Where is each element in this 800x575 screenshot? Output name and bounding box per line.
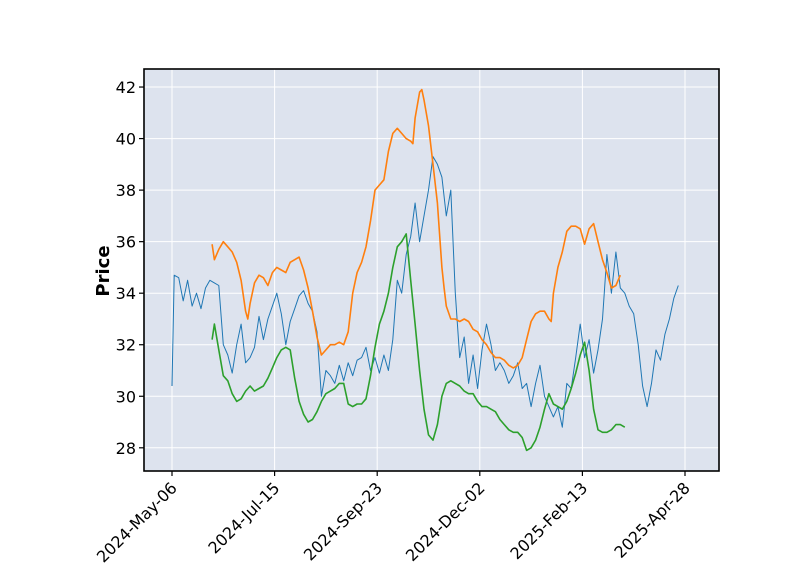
y-tick-label: 42 xyxy=(116,78,136,97)
series-line-3 xyxy=(211,233,626,452)
y-tick-label: 34 xyxy=(116,284,136,303)
x-tick-label: 2024-Jul-15 xyxy=(204,478,283,557)
x-tick-label: 2025-Apr-28 xyxy=(610,478,693,561)
plot-background xyxy=(144,69,719,471)
plot-frame xyxy=(143,68,720,472)
series-line-2 xyxy=(211,88,622,369)
x-tick-label: 2025-Feb-13 xyxy=(506,478,591,563)
y-tick-label: 36 xyxy=(116,233,136,252)
series-line-1 xyxy=(171,156,679,428)
y-tick-label: 38 xyxy=(116,181,136,200)
x-tick-label: 2024-Sep-23 xyxy=(300,478,386,564)
series-group xyxy=(171,88,679,452)
y-tick-label: 30 xyxy=(116,387,136,406)
x-tick-label: 2024-Dec-02 xyxy=(402,478,489,565)
y-axis-title: Price xyxy=(93,245,114,296)
y-tick-label: 32 xyxy=(116,336,136,355)
x-axis: 2024-May-06 2024-Jul-15 2024-Sep-23 2024-De… xyxy=(93,471,694,566)
x-tick-label: 2024-May-06 xyxy=(93,478,181,566)
y-tick-label: 40 xyxy=(116,130,136,149)
grid-lines xyxy=(144,69,719,471)
y-tick-label: 28 xyxy=(116,439,136,458)
y-axis: 28 30 32 34 36 38 40 42 xyxy=(116,78,144,458)
